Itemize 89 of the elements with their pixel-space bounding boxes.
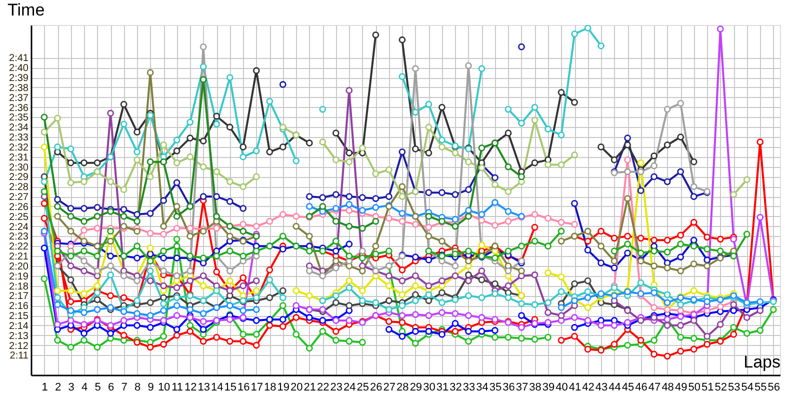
- y-tick-label: 2:22: [9, 242, 29, 253]
- x-tick-label: 27: [383, 382, 396, 394]
- x-tick-label: 44: [608, 382, 621, 394]
- y-tick-label: 2:23: [9, 232, 29, 243]
- y-tick-label: 2:35: [9, 112, 29, 124]
- y-tick-label: 2:11: [10, 350, 29, 362]
- x-tick-label: 53: [728, 382, 740, 394]
- x-tick-label: 41: [568, 382, 582, 394]
- x-tick-label: 13: [198, 382, 210, 394]
- x-tick-label: 5: [94, 382, 101, 394]
- x-tick-label: 4: [81, 382, 88, 394]
- x-tick-label: 36: [502, 382, 515, 394]
- y-tick-label: 2:16: [9, 301, 29, 312]
- y-tick-label: 2:31: [9, 152, 29, 164]
- x-tick-label: 10: [158, 382, 170, 394]
- y-tick-label: 2:36: [9, 102, 29, 114]
- x-tick-label: 6: [108, 382, 114, 394]
- x-tick-label: 28: [396, 382, 409, 394]
- y-tick-label: 2:21: [9, 252, 29, 263]
- x-tick-label: 26: [370, 382, 382, 394]
- x-tick-label: 33: [462, 382, 476, 394]
- x-tick-label: 47: [648, 382, 661, 394]
- y-tick-label: 2:38: [9, 82, 29, 94]
- x-tick-label: 25: [356, 382, 370, 394]
- y-tick-label: 2:34: [9, 122, 29, 134]
- x-tick-label: 23: [330, 382, 343, 394]
- x-tick-label: 8: [134, 382, 141, 394]
- x-tick-label: 50: [688, 382, 700, 394]
- x-tick-label: 38: [529, 382, 542, 394]
- y-tick-label: 2:26: [9, 202, 29, 213]
- x-tick-label: 49: [674, 382, 688, 394]
- y-tick-label: 2:41: [9, 53, 29, 64]
- x-tick-label: 55: [754, 382, 767, 394]
- x-tick-label: 3: [68, 382, 74, 394]
- y-tick-label: 2:13: [9, 330, 29, 342]
- y-tick-label: 2:25: [9, 212, 29, 223]
- x-tick-label: 9: [148, 382, 154, 394]
- y-tick-label: 2:40: [9, 63, 29, 74]
- x-tick-label: 14: [210, 382, 224, 394]
- x-tick-label: 35: [489, 382, 502, 394]
- y-tick-label: 2:33: [9, 132, 29, 144]
- y-tick-label: 2:14: [9, 320, 29, 332]
- y-tick-label: 2:39: [9, 73, 29, 84]
- x-tick-label: 32: [450, 382, 462, 394]
- x-tick-label: 1: [42, 382, 48, 394]
- y-tick-label: 2:24: [9, 222, 29, 233]
- y-tick-label: 2:17: [9, 291, 29, 302]
- x-tick-label: 51: [701, 382, 714, 394]
- x-tick-label: 29: [410, 382, 422, 394]
- y-tick-label: 2:32: [9, 142, 29, 154]
- x-tick-label: 12: [184, 382, 197, 394]
- x-tick-label: 21: [304, 382, 316, 394]
- x-tick-label: 39: [542, 382, 555, 394]
- y-tick-label: 2:37: [9, 92, 29, 104]
- x-tick-label: 7: [121, 382, 128, 394]
- x-tick-label: 45: [622, 382, 634, 394]
- y-tick-label: 2:30: [9, 162, 29, 174]
- x-tick-label: 46: [635, 382, 648, 394]
- y-tick-label: 2:20: [9, 261, 29, 272]
- y-axis-title: Time: [8, 0, 45, 20]
- x-tick-label: 52: [714, 382, 727, 394]
- x-tick-label: 18: [264, 382, 276, 394]
- x-tick-label: 22: [317, 382, 330, 394]
- y-tick-label: 2:12: [9, 340, 29, 352]
- x-tick-label: 48: [662, 382, 674, 394]
- x-tick-label: 42: [582, 382, 594, 394]
- x-tick-label: 31: [436, 382, 449, 394]
- x-tick-label: 11: [172, 382, 184, 394]
- x-tick-label: 54: [741, 382, 754, 394]
- y-tick-label: 2:18: [9, 281, 29, 292]
- x-tick-label: 20: [290, 382, 303, 394]
- x-tick-label: 17: [250, 382, 263, 394]
- x-tick-label: 2: [54, 382, 62, 394]
- x-tick-label: 40: [556, 382, 568, 394]
- x-tick-label: 37: [516, 382, 528, 394]
- x-tick-label: 15: [224, 382, 236, 394]
- x-axis-title: Laps: [744, 352, 780, 372]
- y-tick-label: 2:19: [9, 271, 29, 282]
- x-tick-label: 43: [595, 382, 608, 394]
- x-tick-label: 34: [476, 382, 488, 394]
- y-tick-label: 2:15: [9, 311, 29, 322]
- x-tick-label: 56: [768, 382, 780, 394]
- x-tick-label: 16: [237, 382, 250, 394]
- y-tick-label: 2:28: [9, 182, 29, 194]
- y-tick-label: 2:27: [9, 192, 29, 204]
- y-tick-label: 2:29: [9, 172, 29, 184]
- x-tick-label: 19: [277, 382, 290, 394]
- x-tick-label: 24: [344, 382, 356, 394]
- x-tick-label: 30: [423, 382, 436, 394]
